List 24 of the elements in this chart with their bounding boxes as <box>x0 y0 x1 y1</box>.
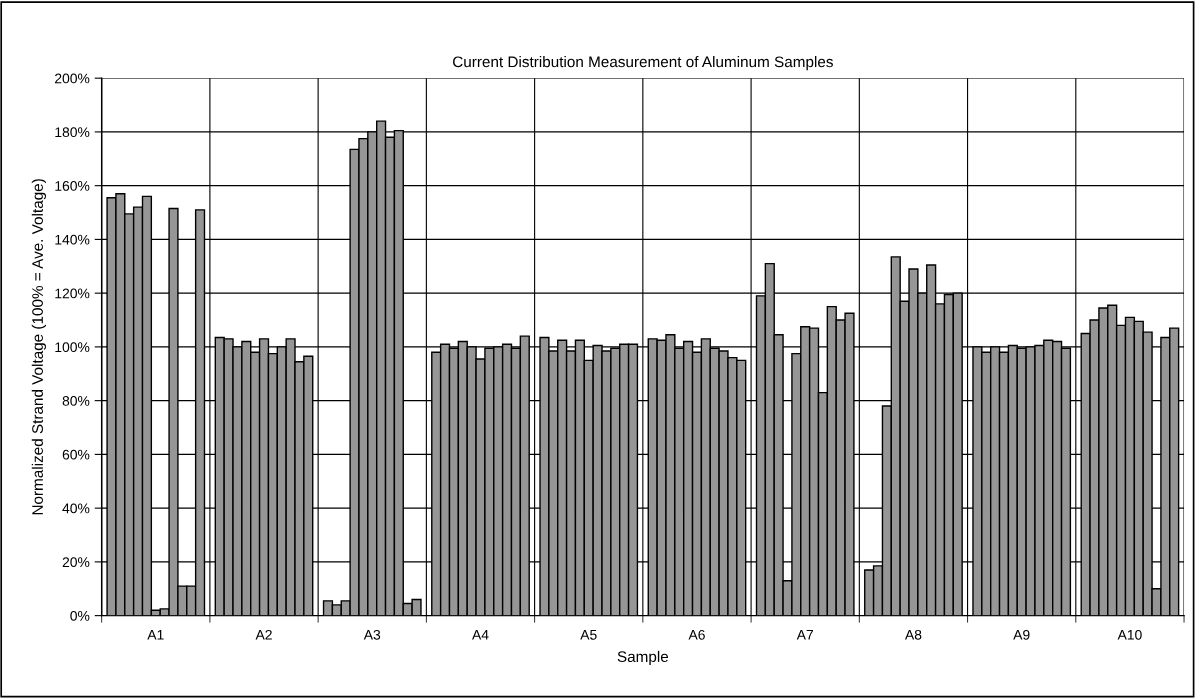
y-axis-title: Normalized Strand Voltage (100% = Ave. Voltage) <box>31 179 46 515</box>
x-axis-title: Sample <box>617 650 669 666</box>
x-tick-label: A7 <box>796 630 813 640</box>
x-tick-label: A10 <box>1117 629 1142 640</box>
y-tick-label: 200% <box>55 73 90 84</box>
x-tick-label: A6 <box>688 629 705 640</box>
y-tick-label: 60% <box>62 449 90 460</box>
y-tick-label: 0% <box>70 610 90 621</box>
y-tick-label: 120% <box>55 288 90 299</box>
x-tick-label: A4 <box>472 630 489 640</box>
y-tick-label: 100% <box>55 342 90 353</box>
y-tick-label: 140% <box>55 234 90 245</box>
y-tick-label: 40% <box>62 503 90 514</box>
y-tick-label: 180% <box>55 127 90 138</box>
chart-title: Current Distribution Measurement of Aluminum Samples <box>453 55 833 71</box>
y-tick-label: 80% <box>62 395 90 406</box>
y-tick-label: 160% <box>55 181 90 191</box>
y-tick-label: 20% <box>62 557 90 568</box>
x-tick-label: A8 <box>904 629 922 640</box>
x-tick-label: A1 <box>147 630 164 640</box>
x-tick-label: A2 <box>255 629 272 640</box>
x-tick-label: A9 <box>1013 629 1030 640</box>
x-tick-label: A3 <box>363 629 381 640</box>
x-tick-label: A5 <box>580 630 597 640</box>
